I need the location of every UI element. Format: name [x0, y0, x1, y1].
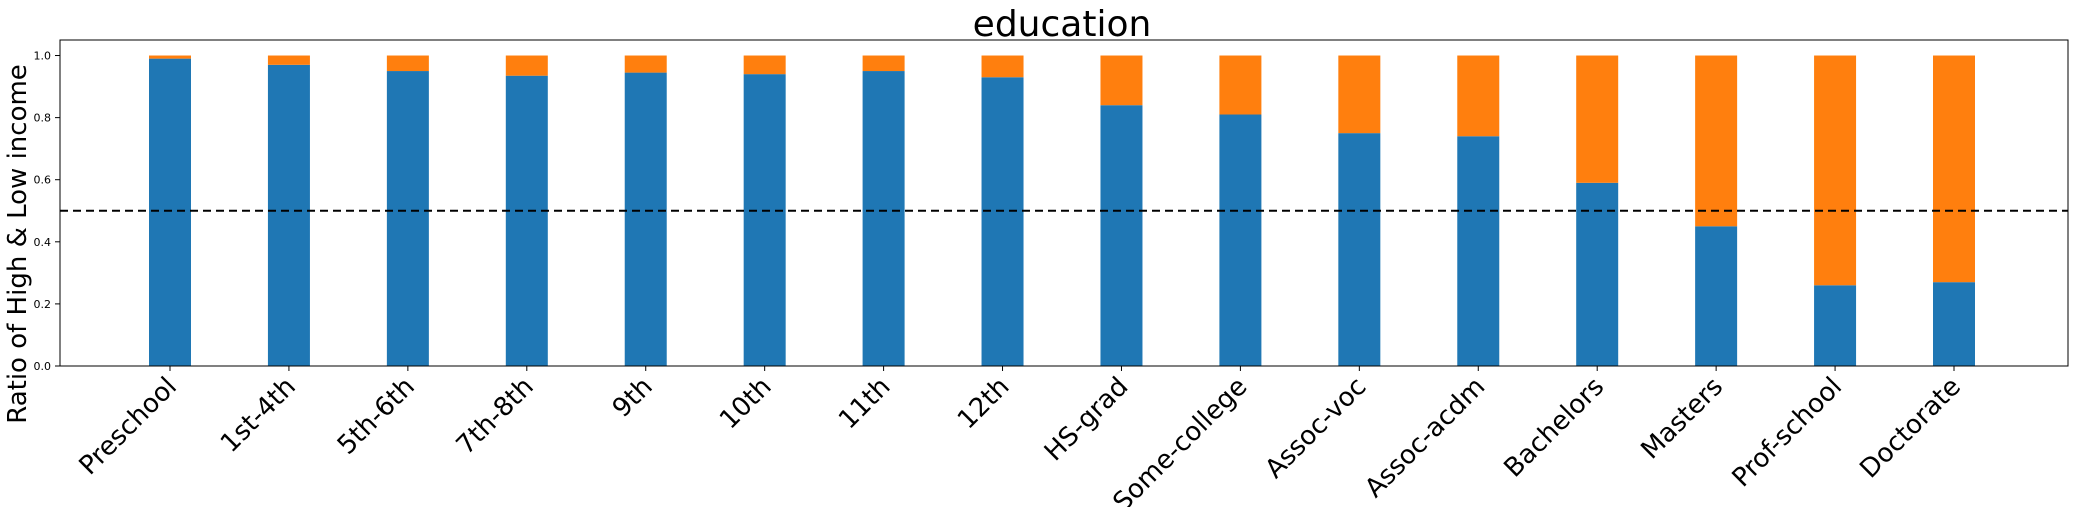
bar-segment-upper	[267, 55, 310, 65]
x-tick-label: HS-grad	[1039, 372, 1135, 468]
y-tick-label: 0.2	[34, 298, 52, 311]
bar-segment-upper	[981, 55, 1024, 78]
chart-title: education	[973, 4, 1152, 45]
bar-segment-upper	[1338, 55, 1381, 134]
x-tick-label: Prof-school	[1727, 372, 1848, 493]
x-tick-label: 9th	[607, 372, 659, 424]
x-tick-label: Assoc-acdm	[1359, 372, 1491, 504]
y-tick-label: 0.0	[34, 360, 52, 373]
y-tick-label: 1.0	[34, 50, 52, 63]
bar-segment-lower	[1100, 105, 1143, 366]
bar-segment-lower	[981, 77, 1024, 366]
x-tick-label: 1st-4th	[215, 372, 302, 459]
bar-segment-lower	[1695, 226, 1738, 366]
x-tick-label: Bachelors	[1498, 372, 1610, 484]
x-tick-label: Preschool	[74, 372, 183, 481]
bar-segment-lower	[1814, 285, 1857, 366]
bar-segment-lower	[1219, 114, 1262, 366]
bar-segment-upper	[743, 55, 786, 75]
bar-segment-upper	[1576, 55, 1619, 183]
x-tick-label: 12th	[952, 372, 1015, 435]
bar-segment-upper	[624, 55, 667, 73]
bar-segment-upper	[386, 55, 429, 72]
y-axis-label: Ratio of High & Low income	[3, 64, 33, 424]
bar-segment-lower	[149, 58, 191, 366]
x-tick-label: Doctorate	[1854, 372, 1967, 485]
bar-segment-lower	[267, 64, 310, 366]
y-tick-label: 0.4	[34, 236, 52, 249]
bar-segment-lower	[1576, 182, 1619, 366]
x-tick-label: 10th	[714, 372, 777, 435]
bar-segment-upper	[1100, 55, 1143, 106]
axes-frame	[59, 39, 2069, 367]
x-tick-label: Masters	[1635, 372, 1729, 466]
x-tick-label: 5th-6th	[332, 372, 421, 461]
bar-segment-upper	[505, 55, 548, 76]
bar-segment-lower	[624, 72, 667, 366]
bar-segment-upper	[862, 55, 905, 72]
x-tick-label: 11th	[833, 372, 896, 435]
bar-segment-upper	[1695, 55, 1738, 227]
bar-segment-lower	[1457, 136, 1500, 366]
bar-segment-lower	[386, 71, 429, 367]
bar-segment-upper	[1457, 55, 1500, 137]
bar-segment-upper	[149, 55, 191, 59]
bar-segment-lower	[1933, 282, 1975, 366]
y-tick-label: 0.8	[34, 112, 52, 125]
x-tick-label: 7th-8th	[451, 372, 540, 461]
bar-segment-lower	[505, 75, 548, 366]
bar-segment-lower	[743, 74, 786, 367]
x-tick-label: Assoc-voc	[1260, 372, 1373, 485]
bar-segment-lower	[1338, 133, 1381, 366]
bar-segment-upper	[1933, 55, 1975, 283]
bar-segment-upper	[1219, 55, 1262, 115]
plot-area: 0.0 0.2 0.4 0.6 0.8 1.0 Preschool 1st-4th 5th-6t…	[34, 39, 2069, 507]
y-tick-label: 0.6	[34, 174, 52, 187]
bar-segment-lower	[862, 71, 905, 367]
bar-segment-upper	[1814, 55, 1857, 286]
